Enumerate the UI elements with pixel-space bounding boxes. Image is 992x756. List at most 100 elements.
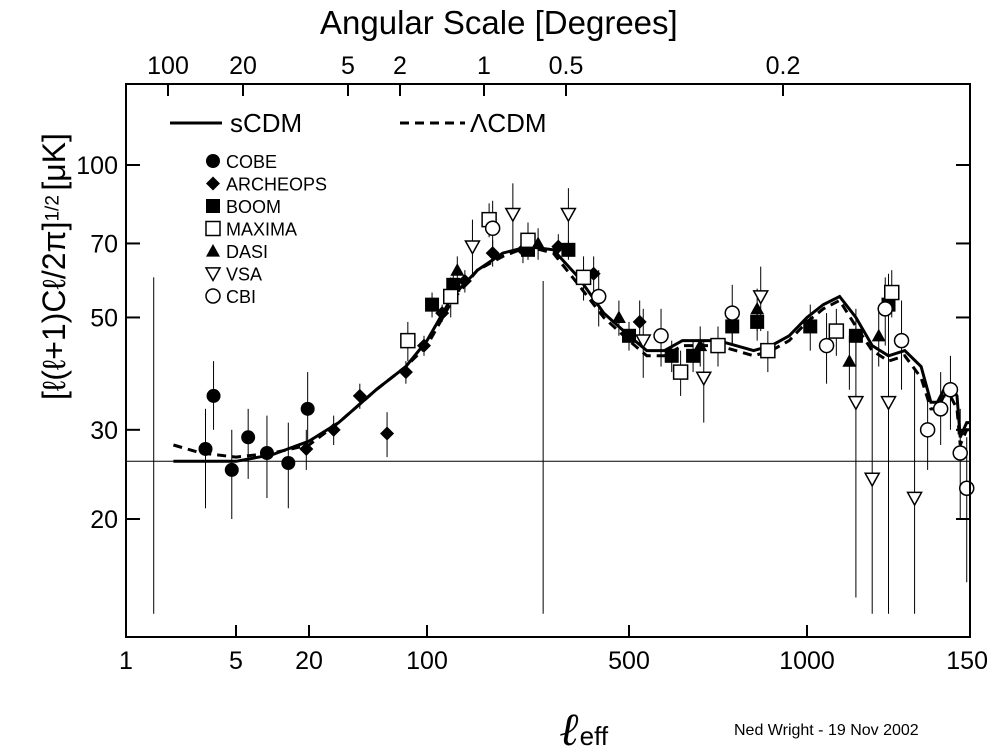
dasi-point (611, 310, 626, 324)
boom-point (622, 328, 636, 343)
top-axis-title: Angular Scale [Degrees] (320, 4, 678, 41)
vsa-point (504, 207, 522, 223)
model-curve-lcdm (172, 245, 970, 459)
boom-point (848, 328, 863, 343)
legend-cobe-label: COBE (226, 152, 277, 172)
top-tick-label: 1 (477, 52, 491, 80)
vsa-point (695, 371, 713, 387)
vsa-point (464, 240, 481, 256)
vsa-point (880, 395, 897, 411)
archeops-point (457, 274, 472, 289)
boom-point (425, 297, 440, 312)
model-curves-group (172, 245, 970, 463)
legend-maxima-marker (205, 220, 221, 237)
maxima-point (828, 323, 845, 339)
legend-cbi-label: CBI (226, 287, 256, 307)
top-tick-label: 0.2 (766, 52, 801, 80)
archeops-point (326, 422, 341, 437)
vsa-point (906, 491, 923, 507)
maxima-point (884, 284, 900, 301)
vsa-point (634, 334, 652, 350)
maxima-point (442, 288, 459, 305)
dasi-point (531, 236, 546, 250)
y-tick-label: 100 (76, 152, 118, 180)
legend-dasi-marker (206, 244, 220, 257)
y-axis-label-main: [ℓ(ℓ+1)Cℓ/2π] (36, 221, 72, 400)
y-axis-label: [ℓ(ℓ+1)Cℓ/2π]1/2 [μK] (36, 133, 73, 400)
legend-maxima-label: MAXIMA (226, 220, 297, 240)
cbi-point (919, 422, 936, 438)
dasi-point (842, 354, 857, 367)
boom-point (686, 348, 701, 363)
cbi-point (590, 288, 607, 305)
legend-scdm-label: sCDM (230, 108, 302, 138)
legend-vsa-label: VSA (226, 265, 262, 285)
y-tick-label: 70 (90, 230, 118, 258)
legend-archeops-marker (206, 176, 220, 191)
maxima-point (672, 364, 689, 380)
maxima-point (575, 269, 592, 286)
archeops-point (380, 426, 395, 441)
top-tick-label: 20 (229, 52, 257, 80)
boom-point (803, 319, 818, 334)
top-tick-label: 100 (147, 52, 189, 80)
x-tick-label: 5 (229, 647, 243, 675)
dasi-point (693, 338, 708, 352)
archeops-point (352, 388, 367, 403)
x-tick-label: 100 (406, 647, 448, 675)
cobe-point (224, 462, 239, 477)
cbi-point (958, 480, 975, 497)
boom-point (561, 242, 576, 257)
x-tick-label: 20 (295, 647, 323, 675)
cbi-point (484, 220, 501, 237)
archeops-point (417, 338, 432, 353)
archeops-point (398, 365, 413, 380)
vsa-point (560, 207, 577, 223)
y-tick-label: 20 (90, 506, 118, 534)
y-axis-label-unit: [μK] (36, 133, 72, 191)
archeops-point (485, 246, 500, 261)
cbi-point (724, 305, 740, 321)
legend-cobe-marker (206, 154, 220, 168)
model-curve-scdm (173, 245, 970, 463)
maxima-point (760, 342, 776, 359)
boom-point (664, 348, 679, 363)
legend-boom-label: BOOM (226, 197, 281, 217)
maxima-point (520, 232, 536, 249)
dasi-point (750, 301, 765, 315)
top-tick-label: 5 (341, 52, 355, 80)
cbi-point (818, 337, 835, 354)
cobe-point (241, 430, 256, 445)
cobe-point (300, 401, 315, 416)
boom-point (750, 314, 765, 329)
y-axis-label-exponent: 1/2 (42, 195, 64, 222)
x-axis-label: ℓeff (560, 702, 608, 756)
x-axis-ell: ℓ (560, 702, 580, 756)
y-tick-label: 50 (90, 304, 118, 332)
axis-ticks-group: 1 5 20 100 500 1000 150 100 20 5 2 1 0.5 0.2 20 30 50 70 1… (76, 52, 988, 675)
vsa-point (847, 395, 865, 411)
cbi-point (932, 401, 949, 417)
legend-lcdm-label: ΛCDM (470, 108, 547, 138)
cbi-point (893, 332, 910, 349)
maxima-point (400, 332, 416, 349)
legend-archeops-label: ARCHEOPS (226, 175, 327, 195)
cobe-point (259, 445, 274, 460)
archeops-point (632, 314, 647, 329)
boom-point (446, 277, 461, 292)
x-tick-label: 1 (119, 647, 133, 675)
vsa-point (752, 290, 769, 306)
cobe-point (206, 388, 221, 403)
credit-label: Ned Wright - 19 Nov 2002 (734, 722, 919, 739)
maxima-point (710, 337, 726, 354)
top-tick-label: 0.5 (549, 52, 584, 80)
legend-boom-marker (206, 199, 220, 213)
legend-cbi-marker (205, 288, 221, 304)
x-tick-label: 150 (946, 647, 988, 675)
top-tick-label: 2 (393, 52, 407, 80)
archeops-point (299, 441, 314, 456)
cbi-point (952, 445, 968, 461)
legend-vsa-marker (204, 267, 222, 283)
